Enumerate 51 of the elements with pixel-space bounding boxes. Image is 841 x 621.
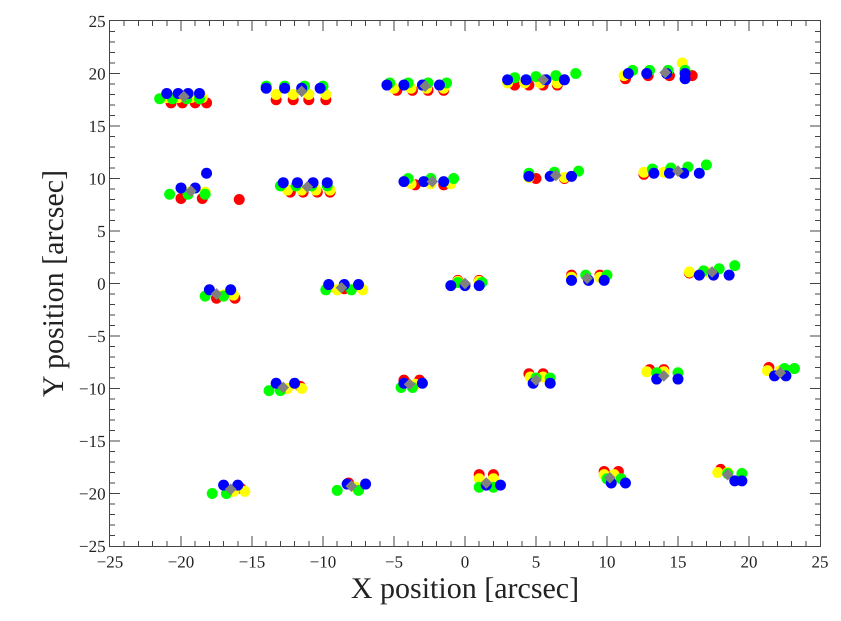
x-tick-label: −15 — [238, 552, 266, 572]
point — [658, 370, 670, 382]
y-tick-label: −5 — [88, 326, 106, 346]
x-tick-label: −5 — [384, 552, 404, 572]
y-tick-label: −20 — [79, 484, 106, 504]
y-tick-label: 20 — [88, 64, 106, 84]
point — [426, 176, 438, 188]
point — [480, 477, 492, 489]
point — [419, 80, 432, 92]
y-tick-label: −25 — [79, 536, 106, 556]
x-tick-label: −10 — [310, 552, 336, 572]
point — [604, 472, 616, 484]
x-tick-label: 25 — [812, 552, 828, 572]
point — [404, 378, 416, 390]
point — [672, 165, 684, 177]
y-tick-label: 15 — [88, 116, 106, 136]
point — [224, 483, 237, 496]
point — [178, 90, 190, 102]
y-tick-label: −15 — [79, 432, 106, 451]
x-tick-label: 15 — [670, 552, 686, 572]
point — [581, 272, 593, 284]
y-axis-title: Y position [arcsec] — [37, 170, 70, 398]
point — [336, 282, 348, 294]
x-tick-label: 5 — [532, 552, 540, 572]
point — [641, 366, 652, 378]
x-tick-label: 10 — [598, 552, 616, 572]
point — [774, 366, 786, 379]
y-tick-label: 0 — [97, 274, 106, 294]
point — [302, 181, 314, 193]
x-tick-label: 20 — [740, 552, 758, 572]
point — [234, 194, 245, 205]
point — [346, 480, 358, 492]
x-axis-title: X position [arcsec] — [350, 572, 580, 605]
point — [210, 288, 222, 300]
point — [550, 170, 562, 182]
x-tick-label: −20 — [168, 552, 194, 572]
y-tick-label: −10 — [79, 379, 106, 398]
point — [239, 486, 250, 497]
y-tick-label: 5 — [97, 222, 106, 241]
x-tick-label: 0 — [460, 552, 470, 572]
y-tick-label: 10 — [88, 169, 106, 188]
point — [277, 382, 290, 394]
point — [288, 89, 299, 100]
point — [459, 278, 471, 290]
point — [537, 74, 549, 86]
point — [712, 467, 724, 478]
point — [530, 374, 542, 386]
point — [270, 89, 282, 100]
y-tick-label: 25 — [88, 12, 106, 31]
point — [185, 185, 197, 197]
point — [296, 86, 308, 98]
